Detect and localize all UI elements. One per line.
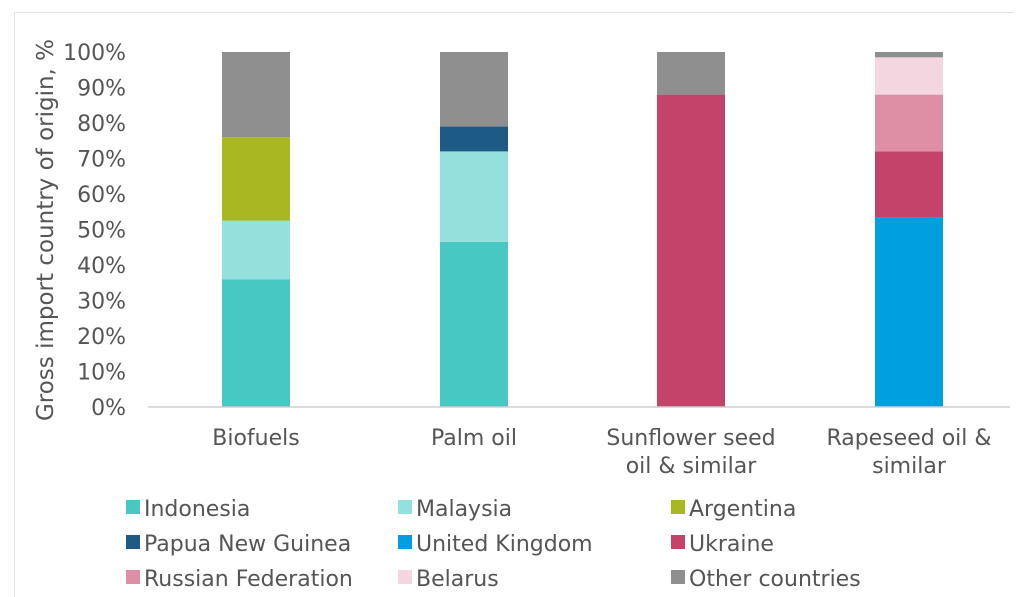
y-tick-label: 0% [91,396,126,421]
bar-segment [657,52,725,95]
legend-swatch [398,570,412,584]
y-tick-label: 80% [77,112,126,137]
y-axis-ticks: 0% 10% 20% 30% 40% 50% 60% 70% 80% 90% 100% [63,41,126,421]
y-tick-label: 90% [77,77,126,102]
bar-segment [875,94,943,152]
bar-segment [440,52,508,127]
bar-segment [440,126,508,152]
legend-label: Belarus [416,567,499,592]
bar-segment [875,52,943,58]
legend-label: Other countries [689,567,861,592]
x-tick-label: oil & similar [626,454,758,479]
bar-segment [222,52,290,138]
x-tick-label: similar [872,454,947,479]
bar-segment [875,151,943,218]
legend-swatch [126,535,140,549]
y-tick-label: 100% [63,41,126,66]
chart-frame [14,12,1014,597]
y-tick-label: 50% [77,219,126,244]
bar-segment [222,279,290,407]
y-tick-label: 20% [77,325,126,350]
legend-label: United Kingdom [416,532,593,557]
x-tick-label: Biofuels [212,426,299,451]
legend-swatch [126,500,140,514]
legend-label: Papua New Guinea [144,532,351,557]
legend-swatch [671,570,685,584]
legend: Indonesia Malaysia Argentina Papua New Guin… [126,497,861,592]
bar-segment [222,220,290,280]
bar-segment [440,241,508,407]
legend-label: Russian Federation [144,567,353,592]
legend-swatch [126,570,140,584]
x-tick-label: Sunflower seed [606,426,775,451]
x-tick-label: Rapeseed oil & [826,426,991,451]
legend-swatch [398,535,412,549]
x-axis-labels: Biofuels Palm oil Sunflower seed oil & simi… [212,426,991,479]
y-tick-label: 10% [77,361,126,386]
bar-segment [222,137,290,221]
bar-segment [440,151,508,242]
bar-segment [875,217,943,407]
y-tick-label: 40% [77,254,126,279]
legend-swatch [671,500,685,514]
legend-label: Indonesia [144,497,250,522]
x-tick-label: Palm oil [431,426,517,451]
legend-label: Malaysia [416,497,512,522]
legend-swatch [398,500,412,514]
bar-segment [875,57,943,95]
y-tick-label: 30% [77,290,126,315]
bar-segment [657,94,725,407]
y-axis-title: Gross import country of origin, % [33,39,59,421]
y-tick-label: 70% [77,148,126,173]
legend-label: Argentina [689,497,796,522]
legend-swatch [671,535,685,549]
bars [222,52,943,407]
y-tick-label: 60% [77,183,126,208]
legend-label: Ukraine [689,532,774,557]
